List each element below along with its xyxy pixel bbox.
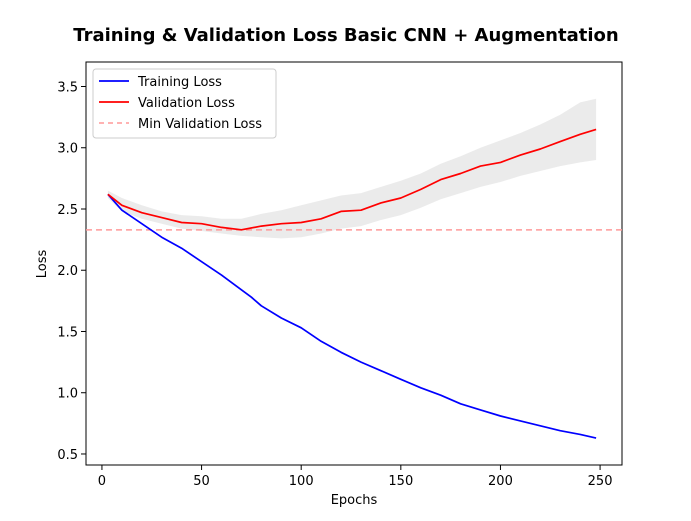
legend-box xyxy=(92,68,277,139)
y-tick-label: 0.5 xyxy=(57,448,78,463)
y-axis-ticks: 0.5 1.0 1.5 2.0 2.5 3.0 3.5 xyxy=(57,80,86,463)
x-tick-label: 250 xyxy=(588,474,613,489)
chart-title: Training & Validation Loss Basic CNN + A… xyxy=(73,25,618,46)
y-tick-label: 3.5 xyxy=(57,80,78,95)
x-tick-label: 150 xyxy=(388,474,413,489)
legend-label-min-validation: Min Validation Loss xyxy=(138,117,262,132)
y-tick-label: 3.0 xyxy=(57,142,78,157)
series-line-validation-loss xyxy=(107,128,597,231)
y-tick-label: 1.0 xyxy=(57,387,78,402)
y-tick-label: 2.0 xyxy=(57,264,78,279)
y-tick-label: 2.5 xyxy=(57,203,78,218)
x-axis-label: Epochs xyxy=(331,493,378,508)
x-tick-label: 50 xyxy=(193,474,210,489)
y-axis-label: Loss xyxy=(35,250,50,279)
x-tick-label: 200 xyxy=(488,474,513,489)
x-tick-label: 100 xyxy=(289,474,314,489)
plot-area xyxy=(85,61,623,466)
x-tick-label: 0 xyxy=(98,474,106,489)
series-line-training-loss xyxy=(107,193,597,439)
y-tick-label: 1.5 xyxy=(57,325,78,340)
plot-frame xyxy=(85,61,623,466)
legend-label-training: Training Loss xyxy=(137,75,222,90)
x-axis-ticks: 0 50 100 150 200 250 xyxy=(98,465,613,489)
legend-label-validation: Validation Loss xyxy=(138,96,235,111)
legend: Training Loss Validation Loss Min Valida… xyxy=(92,68,277,139)
